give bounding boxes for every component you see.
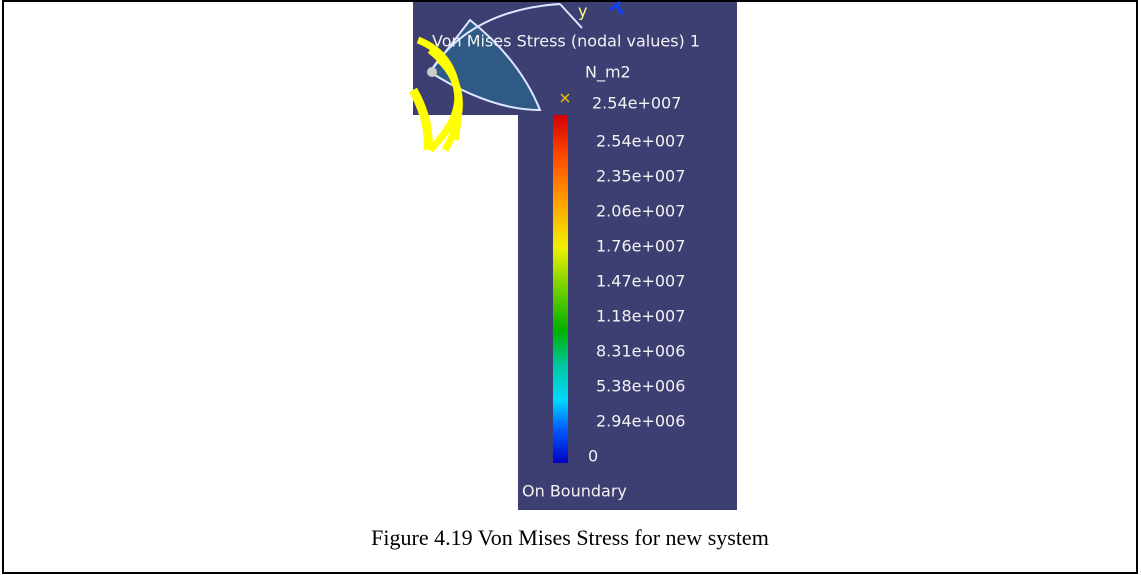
page: y Von Mises Stress (nodal values) 1 N_m2… <box>0 0 1141 575</box>
legend-unit: N_m2 <box>585 63 631 83</box>
legend-label: 1.76e+007 <box>596 237 685 256</box>
legend-label: 8.31e+006 <box>596 342 685 361</box>
legend-max-label: 2.54e+007 <box>592 94 681 113</box>
panel-title: Von Mises Stress (nodal values) 1 <box>432 32 700 51</box>
legend-label: 2.06e+007 <box>596 202 685 221</box>
legend-footer: On Boundary <box>522 482 627 501</box>
figure: y Von Mises Stress (nodal values) 1 N_m2… <box>0 0 1141 575</box>
legend-label: 2.35e+007 <box>596 167 685 186</box>
legend-label: 5.38e+006 <box>596 377 685 396</box>
legend-label: 1.47e+007 <box>596 272 685 291</box>
axis-label: y <box>578 2 587 21</box>
legend-label: 2.94e+006 <box>596 412 685 431</box>
caption: Figure 4.19 Von Mises Stress for new sys… <box>371 525 769 550</box>
legend-label: 1.18e+007 <box>596 307 685 326</box>
legend-label: 0 <box>588 447 598 466</box>
legend-label: 2.54e+007 <box>596 132 685 151</box>
color-bar <box>553 115 568 463</box>
